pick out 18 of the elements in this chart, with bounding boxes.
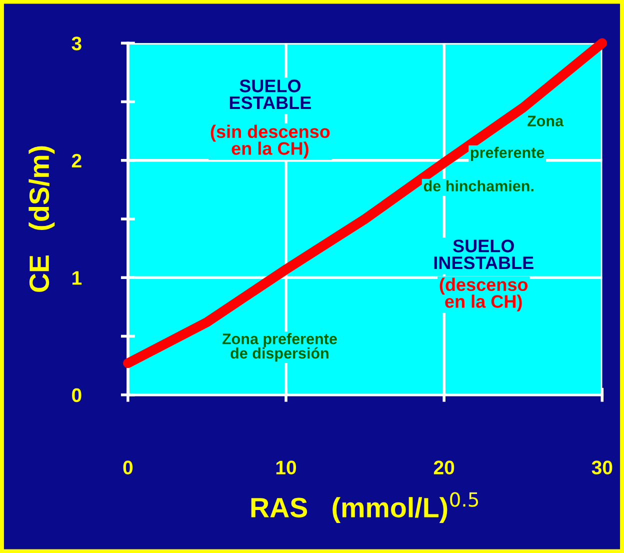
y-tick-label: 2 [72, 154, 82, 168]
x-tick-label: 0 [123, 460, 133, 474]
annotation: Zona preferente de dispersión [222, 333, 337, 362]
annotation: (descenso en la CH) [440, 278, 528, 312]
x-tick-label: 30 [592, 460, 612, 474]
annotation: Zona [527, 116, 564, 126]
x-tick-label: 10 [276, 460, 296, 474]
y-tick-label: 1 [72, 271, 82, 285]
y-tick-label: 0 [72, 388, 82, 402]
annotation: (sin descenso en la CH) [210, 124, 330, 158]
annotation: de hinchamien. [424, 180, 534, 192]
annotation: SUELO INESTABLE [434, 240, 534, 270]
y-axis-title: CE (dS/m) [28, 146, 55, 292]
y-tick-label: 3 [72, 36, 82, 50]
annotation: preferente [470, 146, 544, 162]
annotation: SUELO ESTABLE [230, 80, 311, 110]
x-tick-label: 20 [434, 460, 454, 474]
x-axis-title: RAS (mmol/L)$^{0.5}$ [251, 492, 478, 523]
